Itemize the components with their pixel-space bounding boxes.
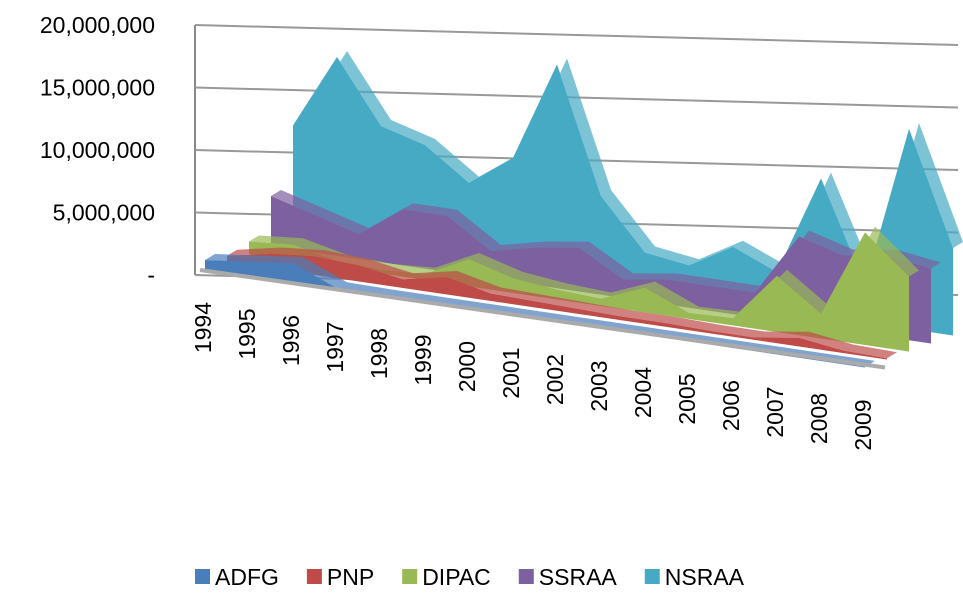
area-depth bbox=[205, 254, 875, 367]
y-tick-label: 5,000,000 bbox=[53, 200, 155, 226]
x-tick-label: 1995 bbox=[234, 309, 260, 360]
x-tick-label: 2001 bbox=[498, 348, 524, 399]
area-depth bbox=[249, 226, 919, 318]
area bbox=[205, 260, 865, 368]
legend-label: SSRAA bbox=[539, 564, 618, 590]
y-tick-label: 20,000,000 bbox=[40, 12, 155, 38]
legend-label: PNP bbox=[327, 564, 374, 590]
x-tick-label: 2009 bbox=[850, 400, 876, 451]
x-tick-label: 1999 bbox=[410, 335, 436, 386]
x-tick-label: 2000 bbox=[454, 341, 480, 392]
x-tick-label: 2003 bbox=[586, 361, 612, 412]
x-tick-label: 2007 bbox=[762, 387, 788, 438]
area-depth bbox=[293, 51, 963, 285]
legend-label: NSRAA bbox=[665, 564, 745, 590]
legend-label: ADFG bbox=[215, 564, 279, 590]
x-tick-label: 1997 bbox=[322, 322, 348, 373]
legend-label: DIPAC bbox=[422, 564, 491, 590]
legend-swatch bbox=[644, 569, 660, 584]
x-tick-label: 2006 bbox=[718, 380, 744, 431]
legend-swatch bbox=[518, 569, 534, 584]
y-tick-label: 15,000,000 bbox=[40, 75, 155, 101]
floor-edge bbox=[199, 268, 886, 370]
x-tick-label: 1996 bbox=[278, 315, 304, 366]
y-tick-label: - bbox=[147, 262, 155, 288]
y-tick-label: 10,000,000 bbox=[40, 137, 155, 163]
legend-swatch bbox=[402, 569, 418, 584]
x-tick-label: 2002 bbox=[542, 354, 568, 405]
x-tick-label: 1998 bbox=[366, 328, 392, 379]
area bbox=[227, 253, 887, 360]
x-tick-label: 1994 bbox=[190, 302, 216, 353]
grid-line bbox=[194, 24, 959, 46]
x-tick-label: 2008 bbox=[806, 393, 832, 444]
legend-swatch bbox=[195, 569, 210, 584]
legend-swatch bbox=[306, 569, 322, 584]
area-depth bbox=[227, 247, 897, 359]
x-tick-label: 2004 bbox=[630, 367, 656, 418]
x-tick-label: 2005 bbox=[674, 374, 700, 425]
area bbox=[249, 232, 909, 352]
